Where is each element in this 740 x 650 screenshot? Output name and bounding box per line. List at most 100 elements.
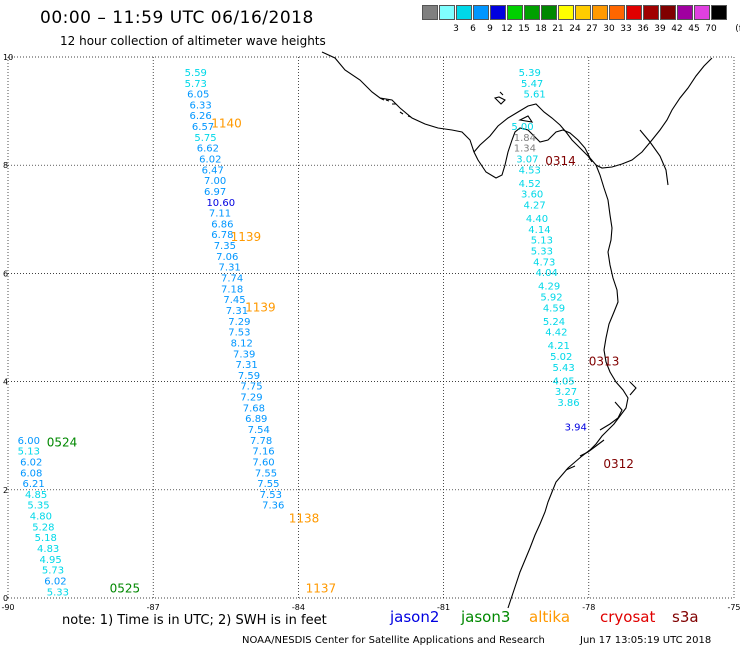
wave-height-value: 5.92 [540, 292, 562, 303]
legend-label: 27 [586, 24, 598, 34]
legend-label: 12 [501, 24, 513, 34]
map-subtitle: 12 hour collection of altimeter wave hei… [60, 34, 326, 48]
wave-height-value: 3.27 [555, 387, 577, 398]
legend-swatch [507, 5, 523, 20]
legend-label: 24 [569, 24, 581, 34]
wave-height-value: 7.60 [252, 457, 274, 468]
legend-label: 39 [654, 24, 666, 34]
andes-mountains [639, 129, 669, 186]
lon-tick-label: -81 [437, 603, 450, 612]
legend-swatch [490, 5, 506, 20]
wave-height-value: 6.86 [211, 219, 233, 230]
wave-height-value: 5.02 [550, 352, 572, 363]
satellite-altika-label: altika [529, 608, 571, 626]
legend-label: 18 [535, 24, 547, 34]
lat-tick-label: 2 [3, 486, 8, 495]
satellite-s3a-label: s3a [672, 608, 699, 626]
legend-label: 45 [688, 24, 700, 34]
wave-height-value: 7.18 [221, 284, 243, 295]
wave-height-value: 6.02 [20, 457, 42, 468]
wave-height-value: 7.31 [219, 263, 241, 274]
legend-label: 21 [552, 24, 564, 34]
wave-height-value: 7.31 [226, 306, 248, 317]
legend-swatch [660, 5, 676, 20]
lat-tick-label: 8 [3, 161, 8, 170]
wave-height-value: 7.75 [240, 382, 262, 393]
wave-height-value: 7.39 [233, 349, 255, 360]
central-america-coast [321, 51, 713, 179]
wave-height-value: 7.29 [240, 393, 262, 404]
wave-height-observations: 5.595.736.056.336.266.575.756.626.026.47… [18, 68, 587, 598]
wave-height-value: 5.18 [35, 533, 57, 544]
wave-height-value: 4.40 [526, 214, 548, 225]
credit-line: NOAA/NESDIS Center for Satellite Applica… [242, 635, 545, 646]
wave-height-value: 5.28 [32, 522, 54, 533]
legend-label: 70 [705, 24, 717, 34]
lon-tick-label: -75 [727, 603, 740, 612]
pass-id-label: 1138 [289, 511, 320, 525]
pass-id-label: 0524 [47, 436, 78, 450]
island-group [379, 91, 534, 123]
wave-height-value: 4.83 [37, 544, 59, 555]
wave-height-value: 4.04 [536, 268, 558, 279]
coastline [321, 51, 713, 609]
wave-height-value: 4.73 [533, 257, 555, 268]
wave-height-value: 5.59 [185, 68, 207, 79]
wave-height-value: 5.13 [18, 447, 40, 458]
wave-height-value: 6.89 [245, 414, 267, 425]
wave-height-value: 7.35 [214, 241, 236, 252]
wave-height-value: 5.24 [543, 317, 565, 328]
wave-height-value: 7.00 [204, 176, 226, 187]
wave-height-value: 1.84 [514, 133, 536, 144]
wave-height-value: 5.39 [519, 68, 541, 79]
wave-height-value: 7.59 [238, 371, 260, 382]
wave-height-value: 6.47 [202, 165, 224, 176]
legend-swatch [524, 5, 540, 20]
pass-id-label: 0525 [110, 582, 141, 596]
lon-tick-label: -87 [147, 603, 160, 612]
wave-height-value: 10.60 [206, 198, 235, 209]
wave-height-value: 7.16 [252, 447, 274, 458]
wave-height-value: 3.60 [521, 190, 543, 201]
wave-height-value: 5.33 [47, 587, 69, 598]
grid-lines [7, 56, 735, 599]
wave-height-value: 6.26 [190, 111, 212, 122]
wave-height-value: 5.73 [185, 79, 207, 90]
pass-id-label: 1137 [306, 582, 337, 596]
wave-height-value: 7.45 [223, 295, 245, 306]
wave-height-value: 4.14 [528, 225, 550, 236]
lat-tick-label: 0 [3, 594, 8, 603]
pass-id-label: 1139 [245, 300, 276, 314]
legend-swatch [609, 5, 625, 20]
wave-height-value: 6.05 [187, 90, 209, 101]
satellite-jason2-label: jason2 [390, 608, 440, 626]
lat-tick-label: 10 [3, 53, 13, 62]
legend-swatch [456, 5, 472, 20]
colombia-pacific-coast [507, 164, 629, 609]
wave-height-value: 7.11 [209, 209, 231, 220]
wave-height-value: 6.62 [197, 144, 219, 155]
legend-swatch [541, 5, 557, 20]
wave-height-value: 3.07 [516, 154, 538, 165]
wave-height-value: 5.73 [42, 566, 64, 577]
wave-height-value: 4.59 [543, 303, 565, 314]
legend-label: 42 [671, 24, 683, 34]
map-title: 00:00 – 11:59 UTC 06/16/2018 [40, 8, 314, 28]
lon-tick-label: -78 [582, 603, 595, 612]
legend-swatch [694, 5, 710, 20]
legend-swatch [422, 5, 438, 20]
legend-swatch [677, 5, 693, 20]
lon-tick-label: -84 [292, 603, 305, 612]
wave-height-value: 4.27 [523, 200, 545, 211]
wave-height-value: 5.43 [553, 363, 575, 374]
wave-height-value: 3.86 [557, 398, 579, 409]
wave-height-value: 7.55 [257, 479, 279, 490]
wave-height-value: 4.21 [548, 341, 570, 352]
legend-swatch [575, 5, 591, 20]
units-note: note: 1) Time is in UTC; 2) SWH is in fe… [62, 613, 327, 628]
legend-swatch [711, 5, 727, 20]
satellite-cryosat-label: cryosat [600, 608, 656, 626]
legend-label: 6 [470, 24, 476, 34]
wave-height-value: 5.47 [521, 79, 543, 90]
